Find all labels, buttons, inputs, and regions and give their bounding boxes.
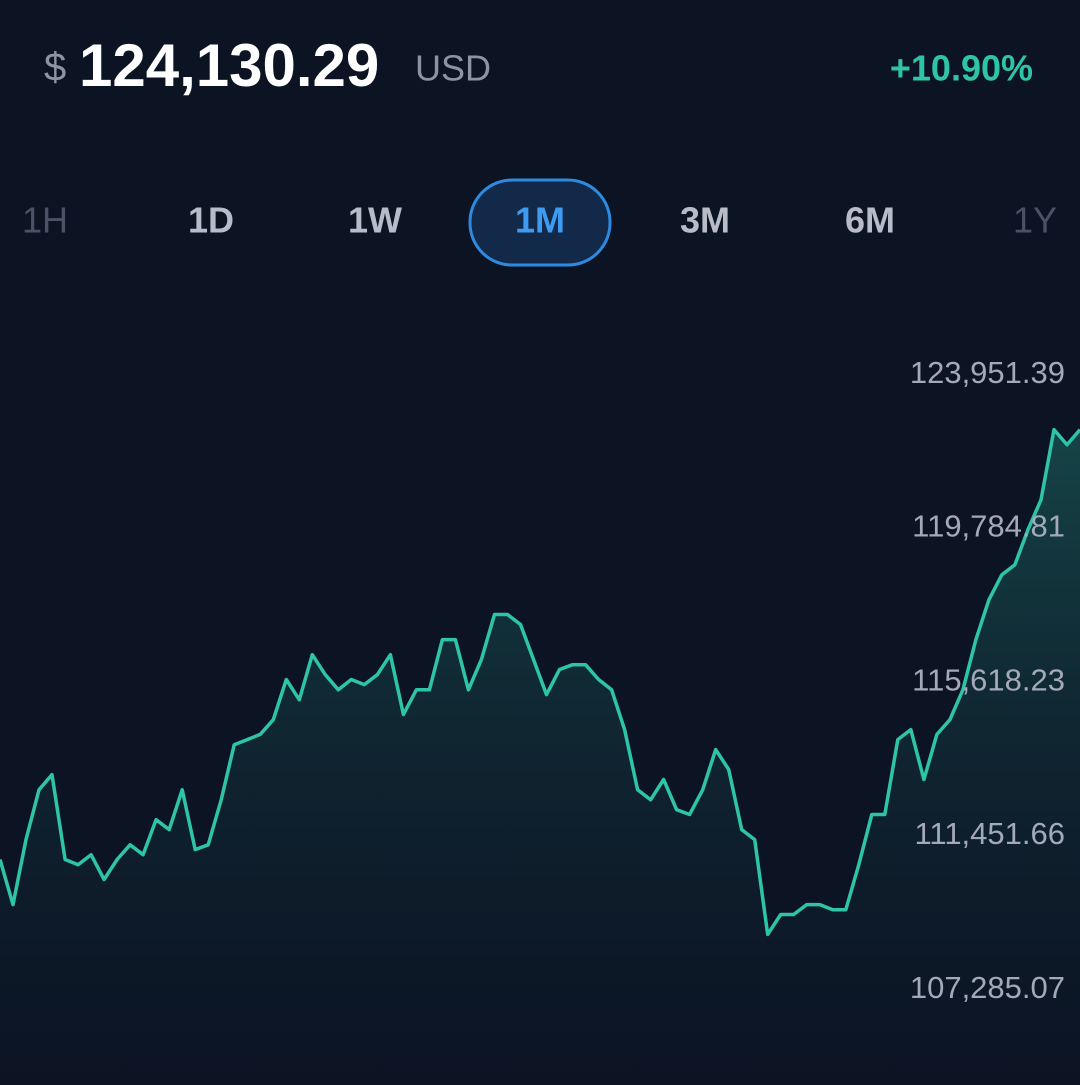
- price-area: [0, 429, 1080, 1085]
- price-line: [0, 427, 1080, 937]
- time-range-tab[interactable]: 1W: [348, 200, 402, 241]
- y-tick-label: 111,451.66: [914, 816, 1065, 851]
- y-tick-label: 115,618.23: [912, 662, 1065, 697]
- time-range-tab[interactable]: 1D: [188, 200, 234, 241]
- change-percent: +10.90%: [890, 48, 1033, 89]
- price: 124,130.29: [79, 32, 379, 99]
- time-range-tab[interactable]: 3M: [680, 200, 730, 241]
- y-tick-label: 107,285.07: [910, 970, 1065, 1005]
- active-tab-pill: [468, 178, 612, 267]
- y-tick-label: 119,784.81: [912, 509, 1065, 544]
- time-range-tab[interactable]: 1Y: [1013, 200, 1057, 241]
- y-tick-label: 123,951.39: [910, 355, 1065, 390]
- time-range-tab[interactable]: 1M: [515, 200, 565, 241]
- currency-code: USD: [415, 48, 491, 89]
- time-range-tab[interactable]: 1H: [22, 200, 68, 241]
- currency-symbol: $: [44, 46, 66, 90]
- time-range-tab[interactable]: 6M: [845, 200, 895, 241]
